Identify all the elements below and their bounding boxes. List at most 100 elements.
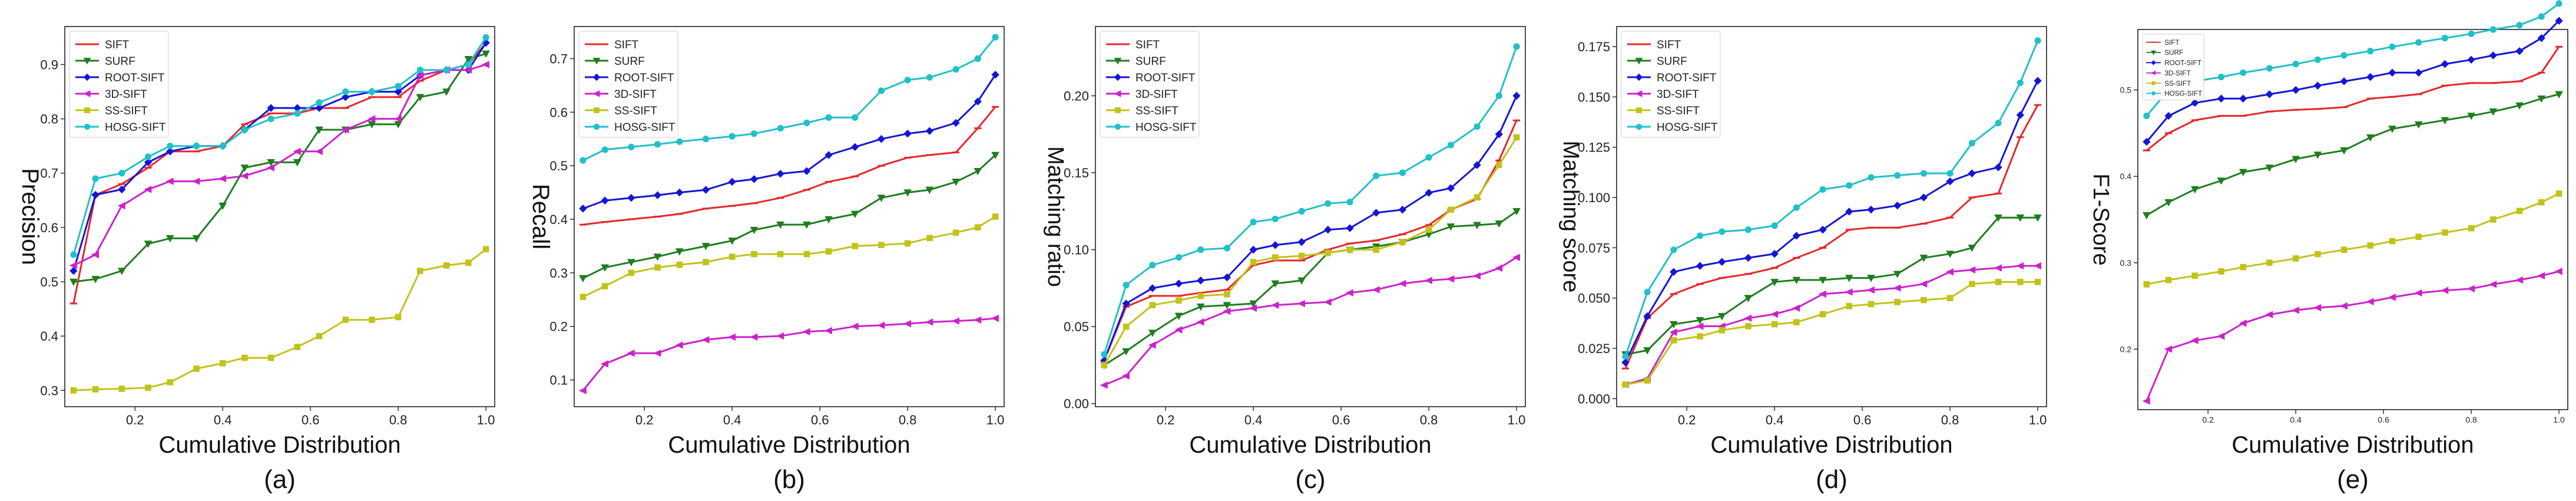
data-point <box>1792 276 1801 285</box>
data-point <box>1346 246 1353 253</box>
data-point <box>1176 297 1182 304</box>
series-line <box>1103 137 1518 366</box>
data-point <box>1196 318 1204 326</box>
series-line <box>1624 40 2039 357</box>
data-point <box>1919 193 1928 202</box>
data-point <box>1744 226 1752 233</box>
data-point <box>1398 206 1407 214</box>
data-point <box>926 235 933 242</box>
data-point <box>926 74 933 81</box>
data-point <box>654 264 661 271</box>
series-ss-sift <box>1101 134 1520 368</box>
data-point <box>2441 60 2449 68</box>
data-point <box>1745 323 1751 329</box>
data-point <box>703 259 709 266</box>
legend-swatch-marker <box>84 123 91 130</box>
data-point <box>1373 172 1380 179</box>
legend-entry-surf: SURF <box>1135 55 1166 68</box>
data-point <box>2240 263 2247 271</box>
data-point <box>2292 61 2299 68</box>
legend-entry-root-sift: ROOT-SIFT <box>2164 60 2201 67</box>
data-point <box>1893 271 1902 278</box>
y-tick-label: 0.3 <box>549 266 568 281</box>
y-tick-label: 0.1 <box>549 373 568 387</box>
x-tick-label: 0.6 <box>1332 413 1350 427</box>
data-point <box>1893 202 1902 210</box>
data-point <box>991 314 999 322</box>
data-point <box>2415 39 2422 46</box>
y-tick-label: 0.2 <box>2120 344 2132 354</box>
data-point <box>2441 286 2449 294</box>
data-point <box>2339 302 2348 310</box>
data-point <box>1495 220 1504 228</box>
data-point <box>393 115 402 123</box>
data-point <box>2240 69 2247 76</box>
data-point <box>2239 319 2247 327</box>
data-point <box>464 66 472 74</box>
data-point <box>464 55 473 64</box>
legend-entry-root-sift: ROOT-SIFT <box>105 72 165 84</box>
data-point <box>1893 284 1901 292</box>
legend-swatch-marker <box>1635 58 1643 65</box>
data-point <box>702 136 710 143</box>
legend-swatch-marker <box>1635 73 1643 81</box>
series-line <box>1104 256 1517 386</box>
y-tick-label: 0.7 <box>40 166 58 181</box>
series-ss-sift <box>1622 279 2041 388</box>
data-point <box>1424 276 1433 285</box>
data-point <box>2516 207 2523 215</box>
data-point <box>1100 381 1108 389</box>
data-point <box>1696 317 1704 325</box>
data-point <box>2441 35 2449 42</box>
legend: SIFT SURF ROOT-SIFT 3D-SIFT SS-SIFT HOSG-SIFT <box>69 31 169 138</box>
data-point <box>2217 94 2226 103</box>
data-point <box>1446 275 1455 283</box>
data-point <box>701 336 710 344</box>
data-point <box>193 365 200 372</box>
data-point <box>2217 177 2226 185</box>
legend-entry-3d-sift: 3D-SIFT <box>614 88 657 101</box>
legend-entry-3d-sift: 3D-SIFT <box>2164 70 2190 77</box>
data-point <box>2143 212 2151 220</box>
data-point <box>342 317 349 323</box>
x-tick-label: 0.2 <box>126 413 144 427</box>
data-point <box>2515 276 2523 284</box>
data-point <box>1771 222 1778 229</box>
data-point <box>776 221 784 229</box>
series-ss-sift <box>70 246 489 394</box>
data-point <box>2165 276 2172 284</box>
data-point <box>167 143 174 150</box>
data-point <box>878 242 885 248</box>
data-point <box>1718 258 1726 266</box>
data-point <box>368 88 376 95</box>
data-point <box>2489 26 2496 33</box>
data-point <box>2554 268 2563 275</box>
panel-label: (c) <box>1295 465 1325 494</box>
data-point <box>2389 238 2396 245</box>
data-point <box>2017 79 2024 87</box>
data-point <box>219 143 226 150</box>
x-axis-label: Cumulative Distribution <box>158 432 400 458</box>
data-point <box>394 87 402 96</box>
data-point <box>903 189 912 197</box>
data-point <box>600 360 609 368</box>
x-tick-label: 1.0 <box>986 413 1005 427</box>
data-point <box>952 118 960 127</box>
legend-entry-sift: SIFT <box>614 39 639 51</box>
data-point <box>240 172 249 180</box>
legend-entry-ss-sift: SS-SIFT <box>614 105 657 117</box>
data-point <box>482 50 490 58</box>
series-surf <box>1621 214 2042 359</box>
data-point <box>991 151 999 160</box>
data-point <box>481 61 490 68</box>
data-point <box>825 216 833 224</box>
chart-panel-4: 0.2 0.4 0.6 0.8 1.0 0.000 0.025 0.050 0.075 0.100… <box>1558 26 2047 494</box>
data-point <box>903 129 912 138</box>
series-hosg-sift <box>70 34 489 258</box>
plot-frame <box>1095 26 1526 407</box>
data-point <box>1271 301 1279 309</box>
data-point <box>2292 255 2299 262</box>
data-point <box>1946 250 1954 258</box>
data-point <box>218 174 227 183</box>
x-axis-label: Cumulative Distribution <box>1189 432 1431 458</box>
